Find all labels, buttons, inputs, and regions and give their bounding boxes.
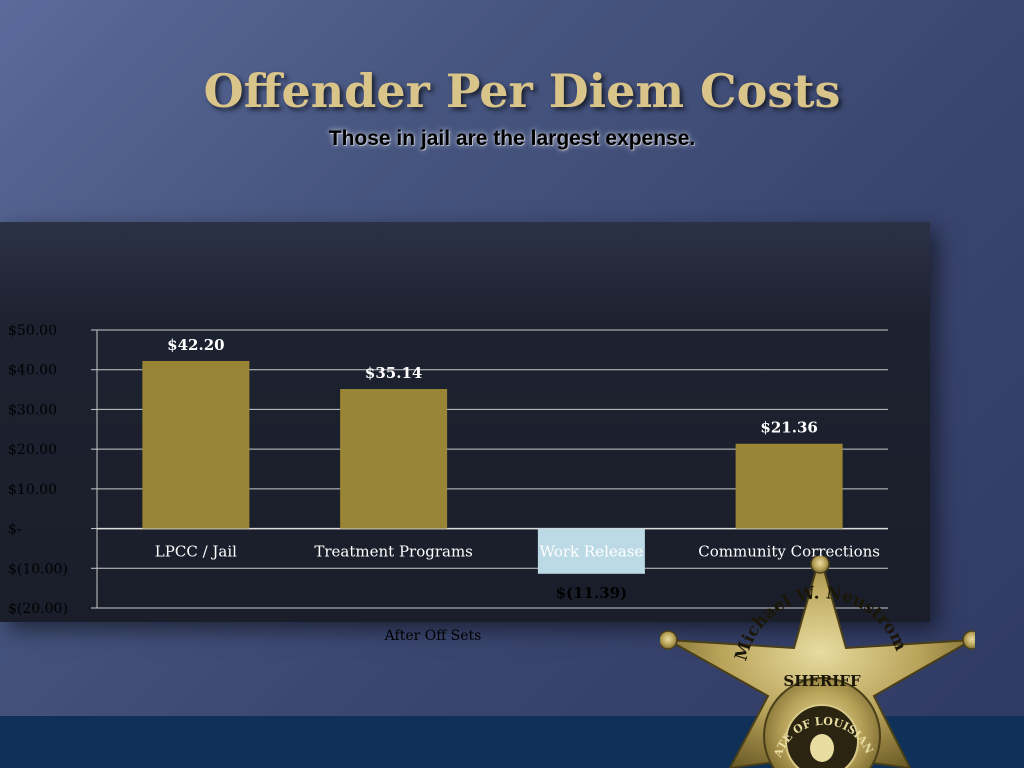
y-tick-label: $20.00 xyxy=(8,442,57,458)
bar xyxy=(537,528,645,574)
y-tick-label: $(20.00) xyxy=(8,601,68,617)
sheriff-badge-icon: Michael W. Neustrom SHERIFF STATE OF LOU… xyxy=(660,556,975,768)
slide-title: Offender Per Diem Costs xyxy=(203,64,841,118)
data-label: $21.36 xyxy=(760,419,817,437)
data-label: $(11.39) xyxy=(556,584,628,602)
bar-chart: $50.00 $40.00 $30.00 $20.00 $10.00 $- $(10.00)… xyxy=(8,323,888,617)
x-tick-label: Work Release xyxy=(539,543,643,561)
x-axis-note: After Off Sets xyxy=(384,628,482,644)
y-tick-label: $(10.00) xyxy=(8,561,68,577)
bar xyxy=(735,443,843,529)
y-tick-label: $40.00 xyxy=(8,363,57,379)
bar xyxy=(340,389,448,529)
x-tick-label: Treatment Programs xyxy=(314,543,473,561)
y-tick-label: $30.00 xyxy=(8,402,57,418)
chart-panel: $50.00 $40.00 $30.00 $20.00 $10.00 $- $(10.00)… xyxy=(0,222,930,622)
bar xyxy=(142,360,250,529)
x-tick-label: Community Corrections xyxy=(698,543,880,561)
y-tick-label: $10.00 xyxy=(8,482,57,498)
slide-subtitle: Those in jail are the largest expense. xyxy=(328,127,696,150)
y-tick-label: $50.00 xyxy=(8,323,57,339)
badge-rank-text: SHERIFF xyxy=(783,672,861,690)
x-tick-label: LPCC / Jail xyxy=(155,543,237,561)
data-label: $42.20 xyxy=(167,336,224,354)
data-label: $35.14 xyxy=(365,364,422,382)
y-tick-label: $- xyxy=(8,522,22,538)
